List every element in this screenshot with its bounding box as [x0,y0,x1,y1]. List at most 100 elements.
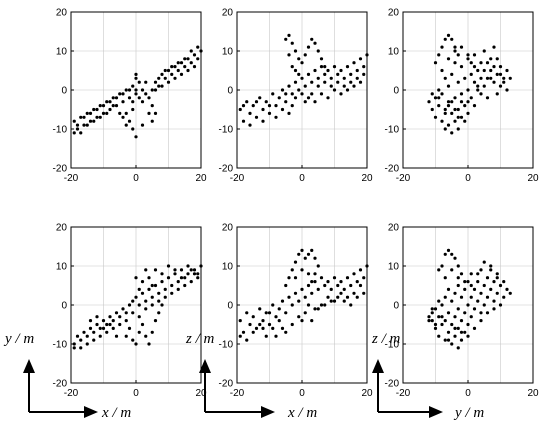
data-point [466,57,470,61]
data-point [485,311,490,315]
data-point [466,53,470,57]
y-tick-label: 20 [388,223,400,234]
data-point [241,330,246,334]
data-point [463,330,467,334]
data-point [476,299,480,303]
data-point [108,100,112,104]
data-point [472,53,477,57]
data-point [492,80,496,84]
data-point [150,119,154,123]
data-point [316,307,320,311]
data-point [261,107,265,112]
data-point [469,272,473,276]
y-tick-label: 0 [61,86,67,97]
data-point [459,319,464,323]
data-point [492,65,496,69]
data-point [261,326,265,330]
data-point [489,57,493,61]
data-point [349,72,353,76]
data-point [153,88,158,92]
data-point [118,322,122,327]
data-point [111,104,115,108]
data-point [440,92,444,96]
data-point [466,334,470,338]
data-point [150,330,154,334]
data-point [479,291,483,295]
data-point [245,338,249,342]
y-tick-label: -20 [385,379,400,390]
data-point [505,68,509,73]
y-tick-label: 20 [56,8,68,19]
data-point [72,131,76,135]
data-point [498,84,503,88]
data-point [88,111,93,115]
data-point [173,272,177,276]
data-point [443,338,447,342]
data-point [79,338,83,342]
data-point [450,37,454,41]
data-point [495,92,499,96]
data-point [238,334,242,338]
data-point [248,322,252,327]
data-point [183,283,187,288]
data-point [433,307,438,311]
x-tick-label: 20 [195,173,207,184]
data-point [101,104,106,108]
data-point [310,248,314,252]
y-tick-label: 10 [222,262,234,273]
data-point [437,268,441,272]
data-point [290,322,294,327]
data-point [313,256,317,260]
right-arrow-icon [429,406,443,418]
data-point [306,96,311,100]
data-point [297,57,301,61]
data-point [472,65,477,69]
data-point [437,334,441,338]
data-point [114,104,119,108]
data-point [277,307,281,311]
data-point [140,100,145,104]
axis-indicator-2: z / m x / m [185,331,317,421]
data-point [476,88,480,92]
scatter-panel-4: 20 10 0 -10 -20-20 0 20 [53,223,207,400]
data-point [459,330,464,334]
data-point [293,260,298,264]
data-point [345,88,350,92]
data-point [450,299,454,303]
data-point [264,311,268,315]
data-point [140,88,145,92]
data-point [472,80,477,84]
data-point [446,330,451,334]
data-point [105,330,109,334]
data-point [131,84,135,88]
data-point [319,65,324,69]
data-point [489,68,493,73]
axis-indicator-3: z / m y / m [371,331,484,421]
data-point [450,252,454,256]
data-point [485,276,490,280]
data-point [95,315,99,319]
data-point [173,76,177,80]
x-tick-label: -20 [396,173,411,184]
data-point [316,264,320,268]
data-point [85,111,89,115]
data-point [443,76,447,80]
y-tick-label: 20 [388,8,400,19]
x-tick-label: 0 [465,388,471,399]
data-point [437,104,441,108]
data-point [453,119,457,123]
data-point [79,346,83,350]
data-point [485,76,490,80]
data-point [358,268,363,272]
data-point [362,291,366,295]
data-point [349,303,353,307]
y-tick-label: 0 [227,86,233,97]
data-point [284,100,288,104]
data-point [469,295,473,299]
data-point [459,338,464,342]
data-point [339,68,343,73]
data-point [245,311,249,315]
y-tick-label: 0 [393,301,399,312]
data-point [453,315,457,319]
data-point [355,68,359,73]
